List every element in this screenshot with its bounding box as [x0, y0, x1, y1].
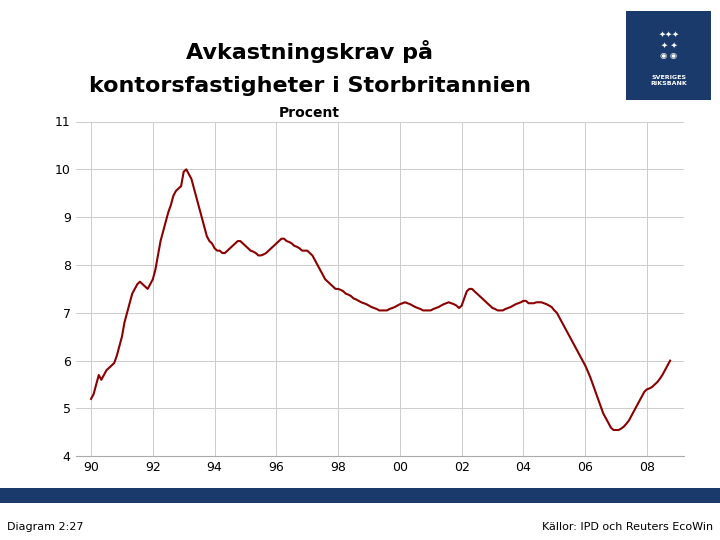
Text: Diagram 2:27: Diagram 2:27 — [7, 522, 84, 531]
Text: Källor: IPD och Reuters EcoWin: Källor: IPD och Reuters EcoWin — [541, 522, 713, 531]
Text: ✦✦✦
✦ ✦
◉ ◉: ✦✦✦ ✦ ✦ ◉ ◉ — [658, 30, 680, 59]
Text: Avkastningskrav på: Avkastningskrav på — [186, 40, 433, 63]
Text: Procent: Procent — [279, 106, 340, 120]
Text: kontorsfastigheter i Storbritannien: kontorsfastigheter i Storbritannien — [89, 76, 531, 97]
Text: SVERIGES
RIKSBANK: SVERIGES RIKSBANK — [650, 75, 688, 86]
